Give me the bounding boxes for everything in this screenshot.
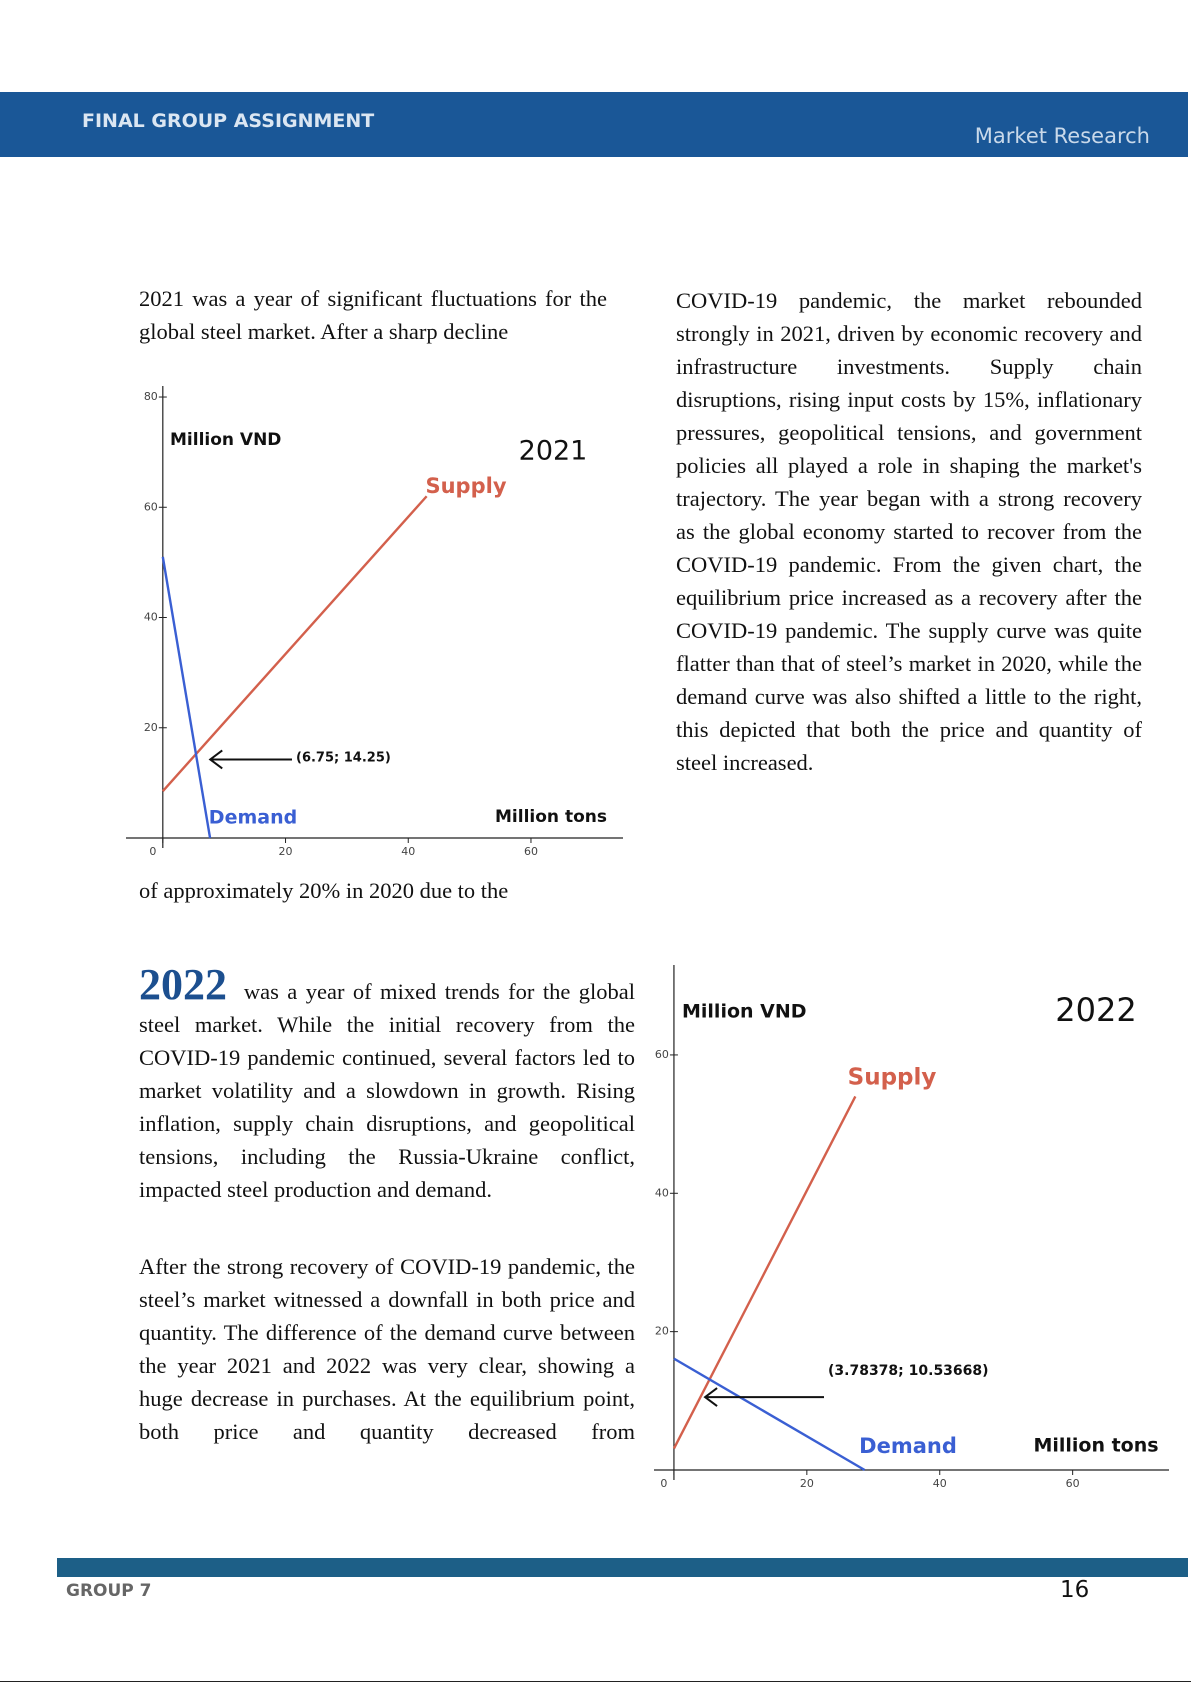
y-tick-label: 80 xyxy=(144,390,158,403)
paragraph: 2021 was a year of significant fluctuati… xyxy=(139,286,607,344)
y-tick-label: 20 xyxy=(144,721,158,734)
annotation: (6.75; 14.25) xyxy=(296,751,391,766)
paragraph: was a year of mixed trends for the globa… xyxy=(139,979,635,1202)
annotation-arrow xyxy=(208,749,292,770)
header-subtitle: Market Research xyxy=(974,124,1150,148)
x-tick-label: 20 xyxy=(800,1477,814,1490)
series-line xyxy=(673,1357,866,1472)
footer-band xyxy=(57,1558,1188,1577)
header-band xyxy=(0,92,1188,157)
header-title: FINAL GROUP ASSIGNMENT xyxy=(82,110,375,132)
chart-title: 2021 xyxy=(519,436,588,467)
x-axis-label: Million tons xyxy=(495,807,607,827)
series-line xyxy=(161,495,428,792)
x-tick-label: 60 xyxy=(524,845,538,858)
x-tick-label: 20 xyxy=(279,845,293,858)
series-line xyxy=(161,556,212,839)
footer-group: GROUP 7 xyxy=(66,1581,152,1601)
y-axis-label: Million VND xyxy=(682,1001,807,1023)
y-tick-label: 60 xyxy=(655,1048,669,1061)
y-tick-label: 20 xyxy=(655,1325,669,1338)
y-axis-label: Million VND xyxy=(170,430,281,450)
series-label: Supply xyxy=(425,474,506,498)
x-tick-label: 0 xyxy=(149,845,156,858)
x-tick-label: 0 xyxy=(660,1477,667,1490)
series-line xyxy=(672,1095,857,1450)
bottom-rule xyxy=(0,1681,1191,1682)
series-label: Demand xyxy=(209,807,297,829)
y-tick-label: 40 xyxy=(144,611,158,624)
series-label: Demand xyxy=(859,1434,957,1458)
paragraph: COVID-19 pandemic, the market rebounded … xyxy=(676,288,1142,775)
y-tick-label: 40 xyxy=(655,1186,669,1199)
paragraph: of approximately 20% in 2020 due to the xyxy=(139,878,509,903)
y-tick-label: 60 xyxy=(144,500,158,513)
paragraph: After the strong recovery of COVID-19 pa… xyxy=(139,1254,635,1444)
lead-year: 2022 xyxy=(139,960,227,1009)
x-tick-label: 60 xyxy=(1066,1477,1080,1490)
chart-title: 2022 xyxy=(1055,991,1136,1029)
x-tick-label: 40 xyxy=(401,845,415,858)
section-2022: 2022 was a year of mixed trends for the … xyxy=(139,963,635,1206)
annotation: (3.78378; 10.53668) xyxy=(828,1363,989,1379)
x-tick-label: 40 xyxy=(933,1477,947,1490)
annotation-arrow xyxy=(703,1387,824,1407)
page-number: 16 xyxy=(1060,1577,1090,1603)
series-label: Supply xyxy=(848,1065,937,1091)
x-axis-label: Million tons xyxy=(1033,1435,1158,1457)
